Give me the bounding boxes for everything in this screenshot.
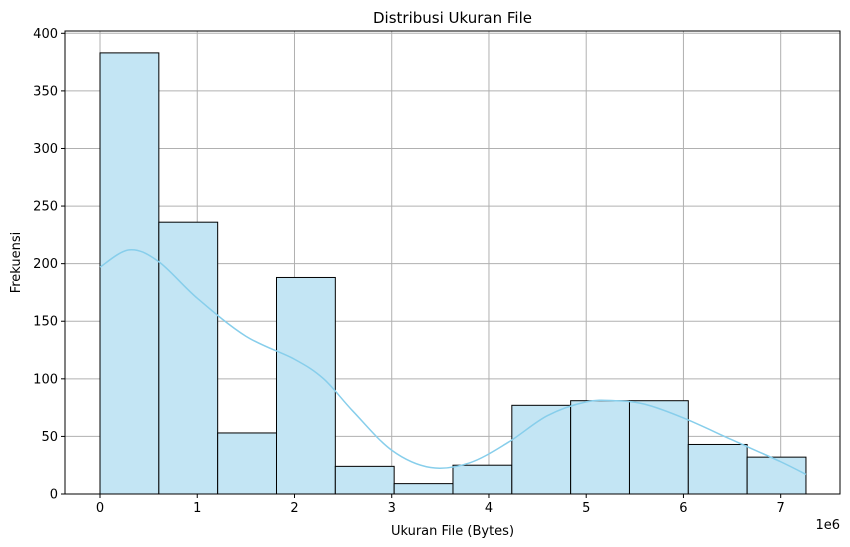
y-tick-label: 100 <box>33 372 58 387</box>
y-tick-label: 150 <box>33 315 58 330</box>
histogram-bar <box>628 400 689 495</box>
histogram-bar <box>746 456 807 495</box>
histogram-bar <box>217 432 277 495</box>
histogram-bar <box>452 464 513 495</box>
chart-title: Distribusi Ukuran File <box>373 9 532 27</box>
y-axis-ticks: 0 50 100 150 200 250 300 350 400 <box>33 27 65 503</box>
x-tick-label: 5 <box>582 501 590 516</box>
y-tick-label: 350 <box>33 84 58 99</box>
x-axis-label: Ukuran File (Bytes) <box>391 524 514 539</box>
histogram-bar <box>334 465 395 495</box>
y-tick-label: 50 <box>41 430 58 445</box>
histogram-bar <box>687 443 748 495</box>
histogram-bar <box>393 483 454 495</box>
y-tick-label: 200 <box>33 257 58 272</box>
x-tick-label: 4 <box>485 501 493 516</box>
y-tick-label: 250 <box>33 200 58 215</box>
histogram-bar <box>99 52 160 495</box>
x-tick-label: 1 <box>193 501 201 516</box>
x-axis-ticks: 0 1 2 3 4 5 6 7 <box>96 494 785 516</box>
histogram-bar <box>158 221 219 495</box>
x-tick-label: 6 <box>679 501 687 516</box>
kde-curve <box>99 248 807 476</box>
y-tick-label: 400 <box>33 27 58 42</box>
x-tick-label: 0 <box>96 501 104 516</box>
histogram-bar <box>570 400 630 495</box>
histogram-bar <box>275 276 336 495</box>
y-axis-label: Frekuensi <box>9 232 24 294</box>
y-tick-label: 0 <box>50 488 58 503</box>
x-tick-label: 7 <box>777 501 785 516</box>
y-tick-label: 300 <box>33 142 58 157</box>
x-tick-label: 3 <box>388 501 396 516</box>
histogram-bars <box>99 52 807 495</box>
x-tick-label: 2 <box>290 501 298 516</box>
x-axis-offset-label: 1e6 <box>815 518 840 533</box>
plot-frame <box>64 30 841 495</box>
